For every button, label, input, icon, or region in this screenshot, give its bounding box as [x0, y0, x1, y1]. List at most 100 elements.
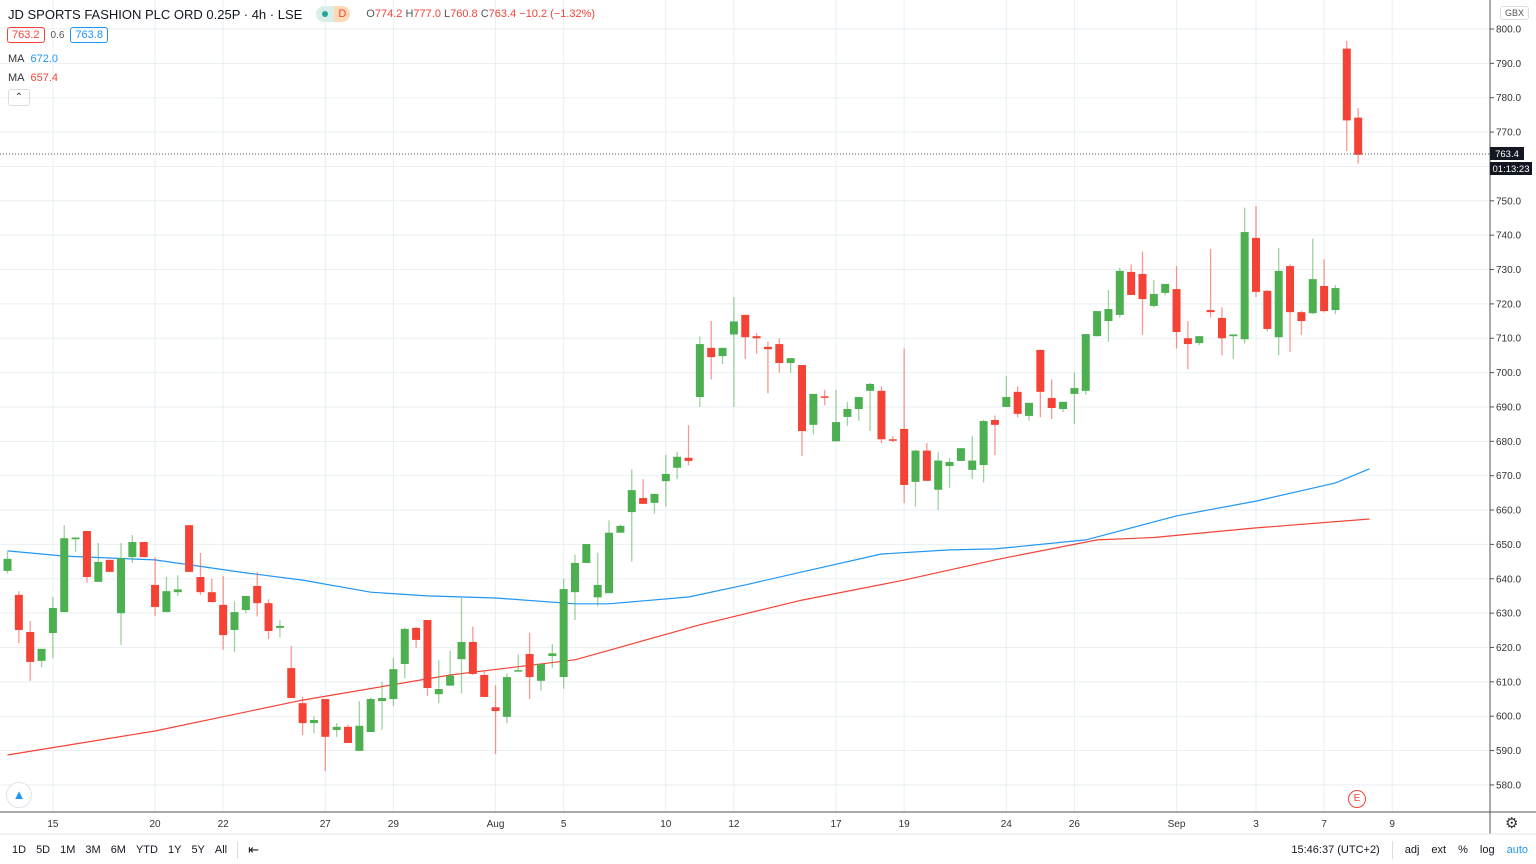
tradingview-logo-icon[interactable]: ▲	[6, 782, 32, 808]
candle-body	[1274, 270, 1283, 338]
y-tick-label: 650.0	[1496, 540, 1521, 551]
ma-legend-2[interactable]: MA 657.4	[8, 72, 58, 84]
candle	[275, 619, 284, 638]
market-status-badge[interactable]: D	[316, 6, 351, 22]
candle	[1229, 334, 1238, 359]
adj-toggle[interactable]: adj	[1404, 844, 1420, 856]
candle	[1161, 283, 1170, 296]
range-1y[interactable]: 1Y	[167, 844, 182, 856]
close-value: 763.4	[488, 8, 517, 20]
candle-body	[1297, 312, 1306, 322]
currency-badge[interactable]: GBX	[1500, 6, 1530, 20]
time-axis[interactable]: 15 20 22 27 29 Aug 5 10 12 17 19 24 26 Sep 3 7 9	[47, 819, 1395, 830]
candle	[616, 524, 625, 533]
candle-body	[94, 561, 103, 582]
candle	[241, 595, 250, 614]
range-1m[interactable]: 1M	[60, 844, 76, 856]
candle	[1093, 311, 1102, 337]
close-label: C	[480, 8, 489, 20]
ma-legend-1[interactable]: MA 672.0	[8, 53, 58, 65]
candle-body	[1229, 334, 1238, 337]
range-5y[interactable]: 5Y	[191, 844, 205, 856]
candle-body	[1206, 310, 1215, 313]
earnings-marker[interactable]: E	[1348, 790, 1366, 808]
price-axis[interactable]: 580.0 590.0 600.0 610.0 620.0 630.0 640.0 650.0…	[1490, 25, 1521, 792]
candle	[3, 551, 12, 574]
bid-button[interactable]: 763.2	[7, 27, 45, 43]
candles	[3, 41, 1363, 772]
candle-body	[1195, 336, 1204, 344]
range-3m[interactable]: 3M	[85, 844, 101, 856]
gear-icon[interactable]: ⚙	[1505, 815, 1519, 832]
candle	[695, 336, 704, 407]
candle	[1320, 259, 1329, 313]
candle-body	[400, 628, 409, 664]
candle-body	[1127, 271, 1136, 295]
candle-body	[1093, 311, 1102, 337]
candle-body	[344, 726, 352, 744]
ext-toggle[interactable]: ext	[1431, 844, 1447, 856]
candle	[922, 443, 931, 481]
candle-body	[786, 358, 795, 363]
candle	[1354, 108, 1363, 164]
y-tick-label: 670.0	[1496, 471, 1521, 482]
x-tick-label: 12	[728, 819, 740, 830]
candle	[26, 621, 35, 681]
candle	[786, 358, 795, 373]
candle-body	[434, 689, 443, 695]
candle-body	[650, 493, 659, 503]
x-tick-label: 5	[561, 819, 567, 830]
chevron-up-icon[interactable]: ⌃	[8, 89, 30, 106]
ask-button[interactable]: 763.8	[70, 27, 108, 43]
clock[interactable]: 15:46:37 (UTC+2)	[1291, 844, 1380, 856]
calendar-goto-icon[interactable]: ⇤	[248, 842, 260, 857]
auto-toggle[interactable]: auto	[1506, 844, 1528, 856]
high-label: H	[405, 8, 414, 20]
range-ytd[interactable]: YTD	[135, 844, 158, 856]
last-price-value: 763.4	[1495, 149, 1519, 160]
candle-body	[775, 344, 784, 363]
candle-body	[548, 653, 557, 657]
x-tick-label: Aug	[487, 819, 505, 830]
toolbar-right: 15:46:37 (UTC+2) adj ext % log auto	[1291, 841, 1528, 859]
candle-body	[639, 498, 648, 504]
percent-toggle[interactable]: %	[1458, 844, 1468, 856]
candle-body	[1183, 338, 1192, 345]
candle-body	[571, 562, 579, 593]
y-tick-label: 640.0	[1496, 574, 1521, 585]
range-5d[interactable]: 5D	[36, 844, 51, 856]
ma-line-2	[7, 518, 1370, 756]
candle-body	[309, 719, 318, 724]
candle	[1217, 307, 1226, 356]
range-1d[interactable]: 1D	[12, 844, 27, 856]
range-all[interactable]: All	[214, 844, 228, 856]
candle-body	[866, 383, 875, 391]
candle-body	[525, 654, 534, 678]
candle	[355, 701, 364, 751]
x-tick-label: Sep	[1168, 819, 1186, 830]
candle-body	[139, 541, 148, 558]
candle-body	[468, 641, 477, 674]
candle	[412, 626, 421, 648]
candle	[502, 673, 511, 724]
candle-body	[332, 726, 341, 730]
symbol-title[interactable]: JD SPORTS FASHION PLC ORD 0.25P · 4h · L…	[8, 6, 303, 22]
y-tick-label: 610.0	[1496, 677, 1521, 688]
range-buttons: 1D 5D 1M 3M 6M YTD 1Y 5Y All	[12, 844, 227, 856]
log-toggle[interactable]: log	[1479, 844, 1495, 856]
candle	[832, 389, 841, 442]
candle	[207, 578, 216, 603]
candle	[321, 699, 330, 772]
candle-body	[729, 321, 738, 335]
candle	[741, 314, 750, 359]
candle	[480, 671, 489, 697]
candle	[945, 457, 954, 488]
range-6m[interactable]: 6M	[110, 844, 126, 856]
candle	[571, 554, 579, 620]
candle	[934, 452, 943, 511]
candle	[344, 724, 352, 744]
candle	[82, 530, 91, 583]
candle	[548, 644, 557, 669]
candle-body	[446, 675, 455, 686]
